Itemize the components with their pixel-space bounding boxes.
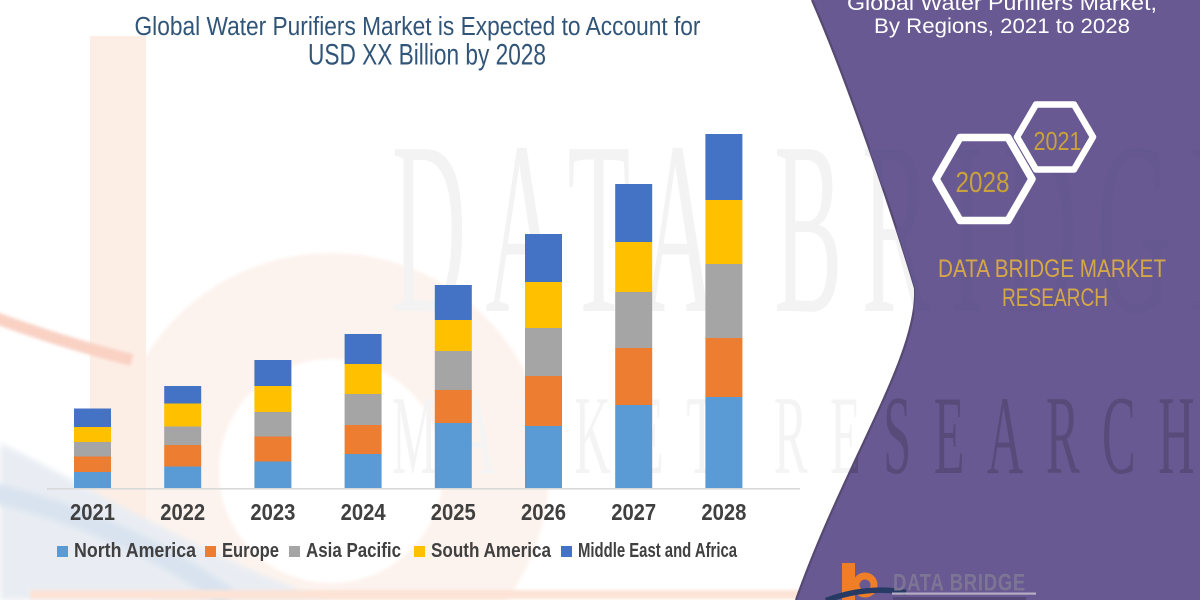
svg-text:2028: 2028	[956, 167, 1010, 199]
svg-text:2025: 2025	[431, 499, 476, 525]
svg-text:Global Water Purifiers Market: Global Water Purifiers Market is Expecte…	[135, 13, 701, 41]
svg-text:2028: 2028	[701, 499, 746, 525]
svg-text:DATA BRIDGE: DATA BRIDGE	[893, 570, 1026, 597]
svg-text:Asia Pacific: Asia Pacific	[306, 540, 401, 562]
svg-text:2021: 2021	[1034, 126, 1082, 156]
svg-text:Europe: Europe	[222, 540, 279, 562]
svg-text:Middle East and Africa: Middle East and Africa	[578, 540, 738, 562]
svg-text:2027: 2027	[611, 499, 656, 525]
svg-text:2024: 2024	[341, 499, 386, 525]
svg-text:RESEARCH: RESEARCH	[1002, 284, 1108, 312]
svg-text:North America: North America	[74, 540, 197, 562]
svg-text:Global Water Purifiers Market,: Global Water Purifiers Market,	[847, 0, 1157, 15]
svg-text:2022: 2022	[160, 499, 205, 525]
svg-text:2026: 2026	[521, 499, 566, 525]
svg-text:DATA BRIDGE MARKET: DATA BRIDGE MARKET	[938, 255, 1166, 283]
svg-text:2023: 2023	[250, 499, 295, 525]
svg-text:South America: South America	[431, 540, 552, 562]
svg-text:USD XX Billion by 2028: USD XX Billion by 2028	[308, 38, 546, 71]
svg-text:By Regions, 2021 to 2028: By Regions, 2021 to 2028	[874, 14, 1130, 38]
svg-text:2021: 2021	[70, 499, 115, 525]
